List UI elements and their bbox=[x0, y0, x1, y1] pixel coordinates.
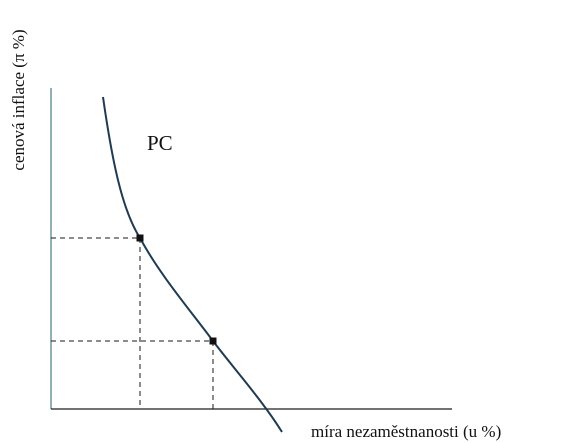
x-axis-label: míra nezaměstnanosti (u %) bbox=[311, 422, 501, 441]
y-axis-label: cenová inflace (π %) bbox=[9, 29, 28, 170]
curve-point-a bbox=[136, 234, 144, 242]
phillips-curve bbox=[102, 96, 283, 433]
curve-label: PC bbox=[147, 131, 173, 155]
curve-point-b bbox=[209, 337, 217, 345]
